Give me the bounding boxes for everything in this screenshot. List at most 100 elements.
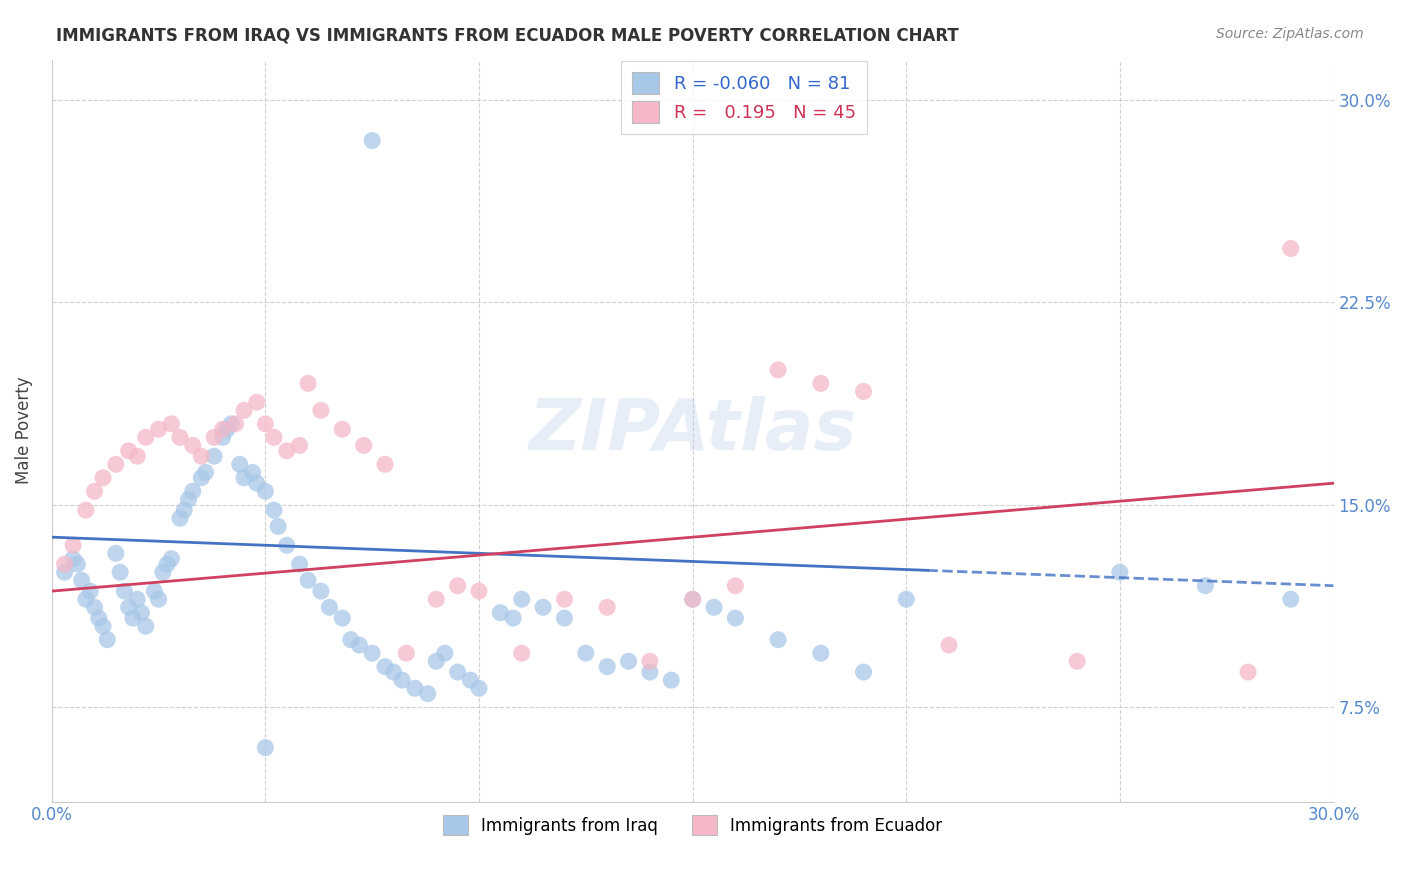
Point bbox=[703, 600, 725, 615]
Point bbox=[1194, 579, 1216, 593]
Point bbox=[70, 574, 93, 588]
Point bbox=[108, 566, 131, 580]
Point bbox=[160, 417, 183, 431]
Point bbox=[104, 546, 127, 560]
Point bbox=[1279, 592, 1302, 607]
Point bbox=[852, 384, 875, 399]
Point bbox=[254, 740, 277, 755]
Point bbox=[143, 584, 166, 599]
Point bbox=[318, 600, 340, 615]
Point bbox=[190, 471, 212, 485]
Point bbox=[83, 600, 105, 615]
Point bbox=[169, 511, 191, 525]
Point bbox=[766, 363, 789, 377]
Point bbox=[297, 574, 319, 588]
Point bbox=[446, 579, 468, 593]
Point bbox=[246, 395, 269, 409]
Point bbox=[219, 417, 242, 431]
Legend: Immigrants from Iraq, Immigrants from Ecuador: Immigrants from Iraq, Immigrants from Ec… bbox=[433, 805, 952, 846]
Text: IMMIGRANTS FROM IRAQ VS IMMIGRANTS FROM ECUADOR MALE POVERTY CORRELATION CHART: IMMIGRANTS FROM IRAQ VS IMMIGRANTS FROM … bbox=[56, 27, 959, 45]
Point bbox=[131, 606, 153, 620]
Point bbox=[75, 503, 97, 517]
Point bbox=[638, 665, 661, 679]
Point bbox=[374, 659, 396, 673]
Point bbox=[596, 659, 619, 673]
Point bbox=[502, 611, 524, 625]
Point bbox=[160, 551, 183, 566]
Point bbox=[340, 632, 363, 647]
Point bbox=[135, 430, 157, 444]
Point bbox=[309, 403, 332, 417]
Point bbox=[66, 557, 89, 571]
Point bbox=[202, 449, 225, 463]
Point bbox=[211, 422, 233, 436]
Point bbox=[330, 422, 353, 436]
Point bbox=[852, 665, 875, 679]
Point bbox=[156, 557, 179, 571]
Point bbox=[425, 654, 447, 668]
Point bbox=[395, 646, 418, 660]
Point bbox=[1109, 566, 1132, 580]
Point bbox=[938, 638, 960, 652]
Point bbox=[489, 606, 512, 620]
Point bbox=[135, 619, 157, 633]
Point bbox=[425, 592, 447, 607]
Point bbox=[416, 687, 439, 701]
Point bbox=[682, 592, 704, 607]
Point bbox=[276, 538, 298, 552]
Point bbox=[202, 430, 225, 444]
Point bbox=[896, 592, 918, 607]
Point bbox=[112, 584, 135, 599]
Point bbox=[361, 134, 384, 148]
Point bbox=[181, 438, 204, 452]
Point bbox=[575, 646, 598, 660]
Point bbox=[288, 557, 311, 571]
Point bbox=[460, 673, 482, 688]
Point bbox=[152, 566, 174, 580]
Text: Source: ZipAtlas.com: Source: ZipAtlas.com bbox=[1216, 27, 1364, 41]
Point bbox=[309, 584, 332, 599]
Point bbox=[468, 584, 491, 599]
Point bbox=[330, 611, 353, 625]
Point bbox=[194, 466, 217, 480]
Point bbox=[233, 471, 256, 485]
Point bbox=[361, 646, 384, 660]
Point bbox=[297, 376, 319, 391]
Point bbox=[122, 611, 145, 625]
Point bbox=[118, 443, 141, 458]
Point bbox=[531, 600, 554, 615]
Point bbox=[374, 458, 396, 472]
Point bbox=[682, 592, 704, 607]
Point bbox=[617, 654, 640, 668]
Point bbox=[288, 438, 311, 452]
Point bbox=[263, 430, 285, 444]
Point bbox=[62, 538, 84, 552]
Point bbox=[169, 430, 191, 444]
Point bbox=[173, 503, 195, 517]
Point bbox=[766, 632, 789, 647]
Point bbox=[510, 592, 533, 607]
Point bbox=[254, 417, 277, 431]
Point bbox=[118, 600, 141, 615]
Point bbox=[96, 632, 118, 647]
Point bbox=[87, 611, 110, 625]
Point bbox=[596, 600, 619, 615]
Y-axis label: Male Poverty: Male Poverty bbox=[15, 376, 32, 484]
Point bbox=[127, 592, 149, 607]
Point bbox=[349, 638, 371, 652]
Point bbox=[510, 646, 533, 660]
Point bbox=[254, 484, 277, 499]
Point bbox=[276, 443, 298, 458]
Text: ZIPAtlas: ZIPAtlas bbox=[529, 396, 856, 465]
Point bbox=[553, 611, 575, 625]
Point bbox=[181, 484, 204, 499]
Point bbox=[233, 403, 256, 417]
Point bbox=[382, 665, 405, 679]
Point bbox=[91, 619, 114, 633]
Point bbox=[267, 519, 290, 533]
Point bbox=[810, 646, 832, 660]
Point bbox=[229, 458, 252, 472]
Point bbox=[468, 681, 491, 696]
Point bbox=[404, 681, 426, 696]
Point bbox=[263, 503, 285, 517]
